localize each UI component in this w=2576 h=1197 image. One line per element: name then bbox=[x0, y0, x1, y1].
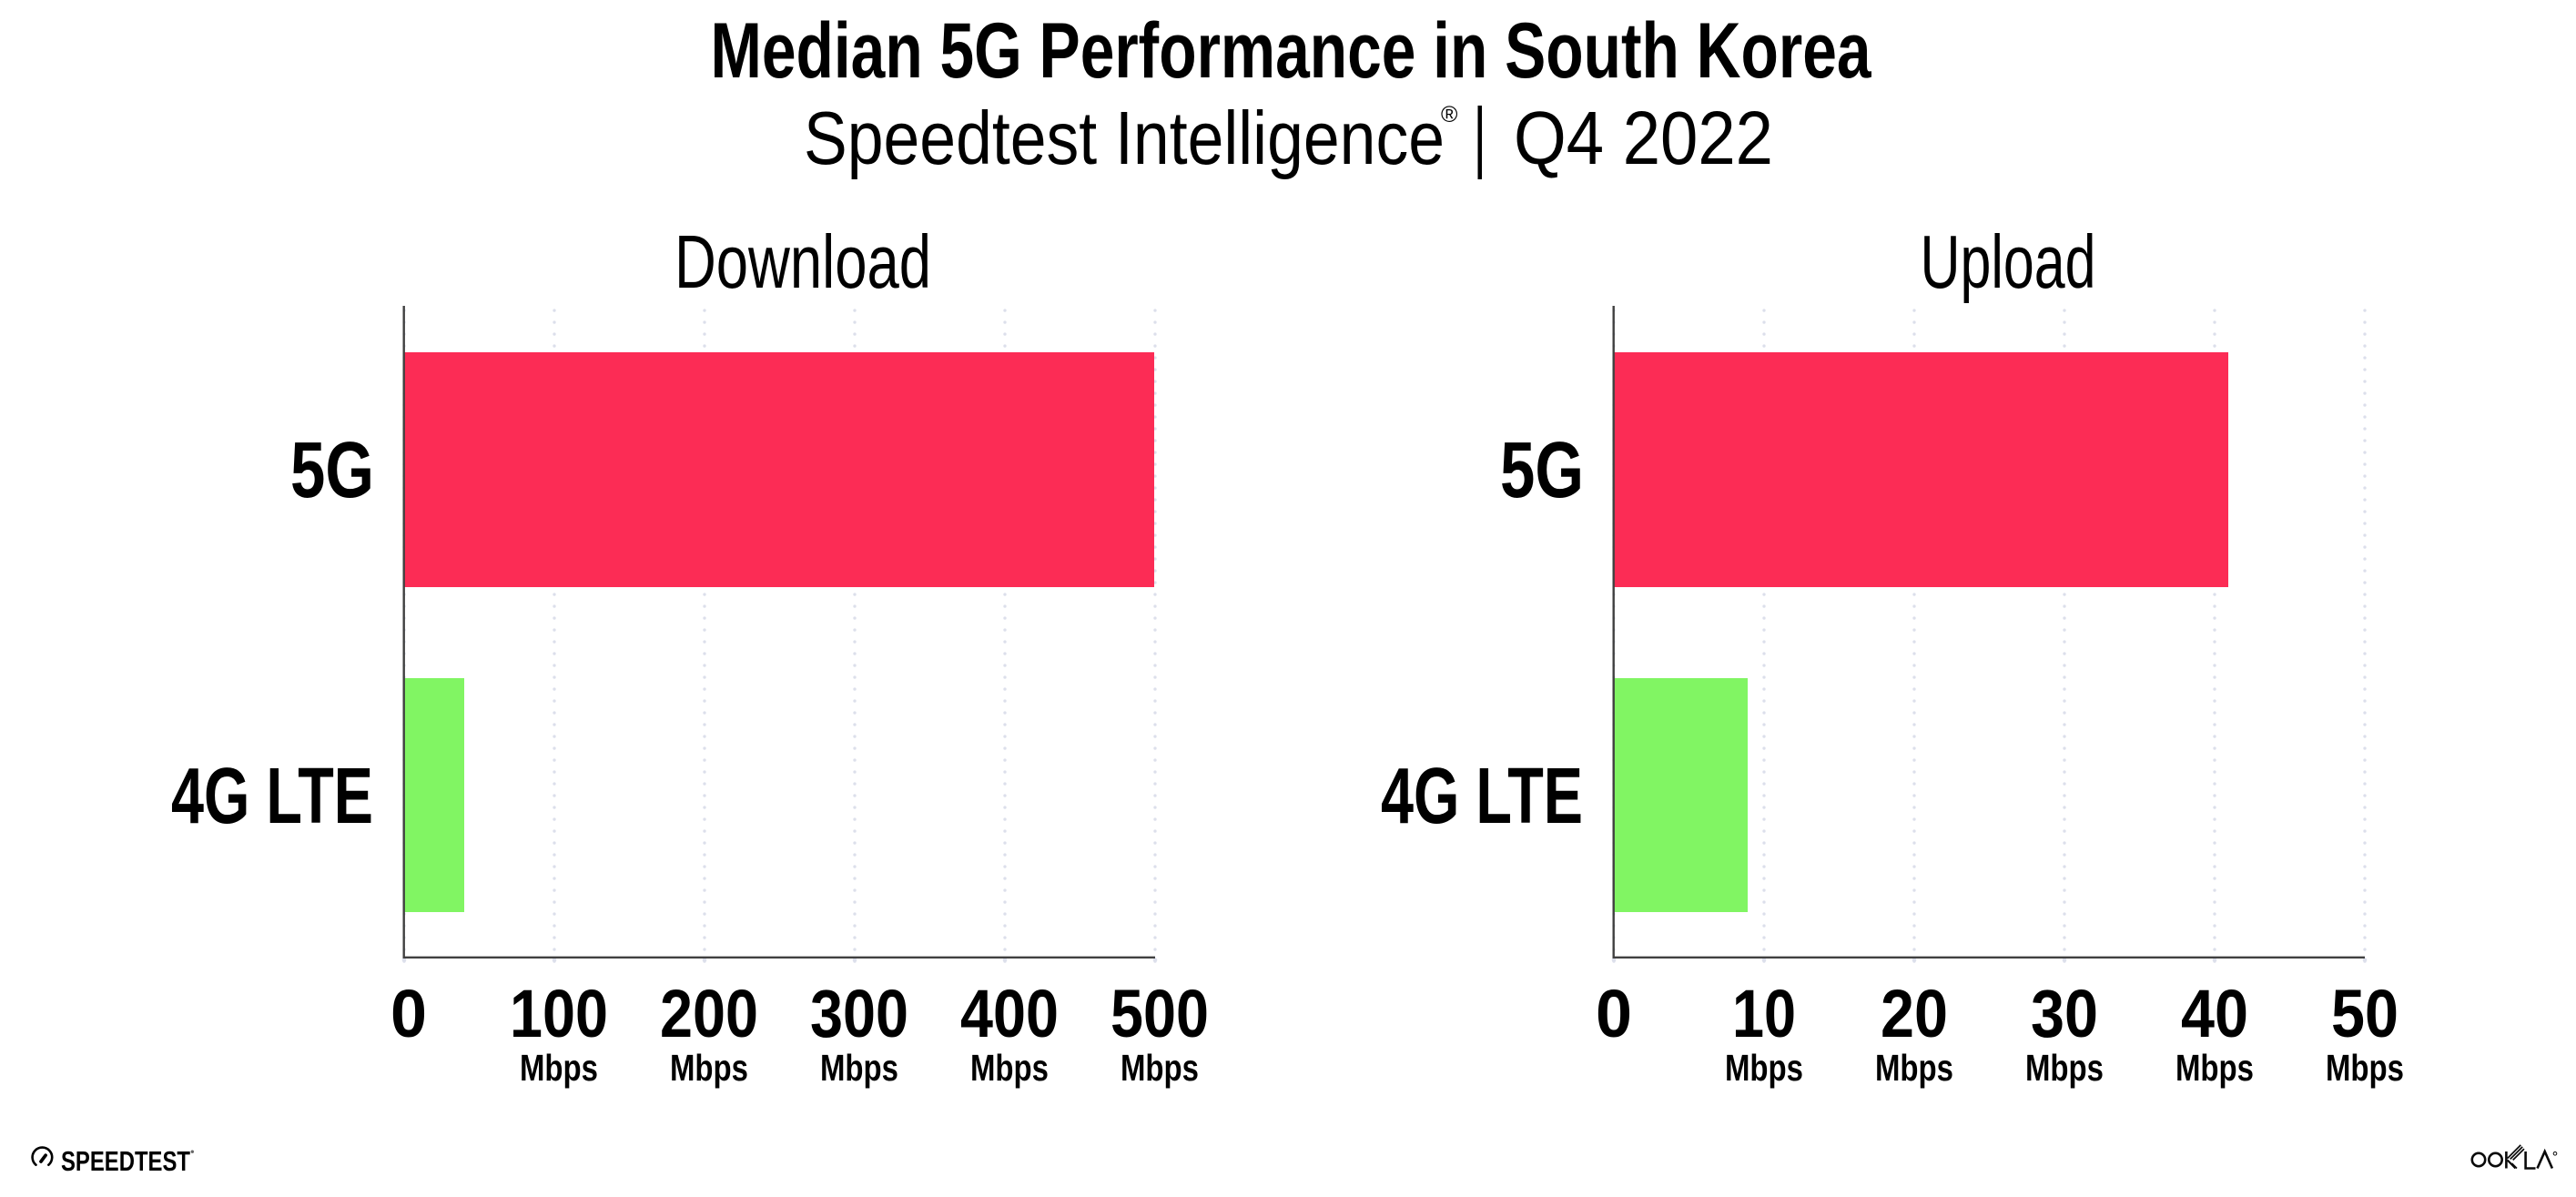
svg-text:Mbps: Mbps bbox=[970, 1047, 1049, 1089]
svg-text:40: 40 bbox=[2181, 976, 2248, 1051]
svg-text:50: 50 bbox=[2331, 976, 2399, 1051]
svg-text:4G LTE: 4G LTE bbox=[171, 752, 373, 840]
svg-text:Mbps: Mbps bbox=[670, 1047, 748, 1089]
svg-text:4G LTE: 4G LTE bbox=[1381, 752, 1583, 840]
svg-text:Mbps: Mbps bbox=[820, 1047, 898, 1089]
svg-text:Mbps: Mbps bbox=[2025, 1047, 2104, 1089]
svg-text:Mbps: Mbps bbox=[1725, 1047, 1803, 1089]
svg-text:200: 200 bbox=[660, 976, 758, 1051]
svg-text:0: 0 bbox=[390, 976, 427, 1051]
svg-text:100: 100 bbox=[510, 976, 608, 1051]
svg-text:5G: 5G bbox=[1500, 426, 1584, 514]
svg-text:0: 0 bbox=[1596, 976, 1632, 1051]
svg-text:Upload: Upload bbox=[1921, 219, 2096, 304]
svg-text:Speedtest Intelligence: Speedtest Intelligence bbox=[804, 96, 1445, 180]
svg-text:30: 30 bbox=[2031, 976, 2098, 1051]
svg-text:®: ® bbox=[1441, 102, 1458, 127]
svg-text:Download: Download bbox=[674, 219, 931, 304]
svg-text:10: 10 bbox=[1732, 976, 1796, 1051]
svg-text:400: 400 bbox=[960, 976, 1059, 1051]
svg-text:300: 300 bbox=[810, 976, 908, 1051]
svg-text:SPEEDTEST: SPEEDTEST bbox=[61, 1146, 190, 1177]
svg-text:Mbps: Mbps bbox=[1875, 1047, 1953, 1089]
svg-text:20: 20 bbox=[1881, 976, 1948, 1051]
svg-text:5G: 5G bbox=[290, 426, 374, 514]
svg-text:Mbps: Mbps bbox=[1121, 1047, 1199, 1089]
svg-text:Mbps: Mbps bbox=[2175, 1047, 2254, 1089]
svg-text:Mbps: Mbps bbox=[2326, 1047, 2404, 1089]
svg-text:500: 500 bbox=[1111, 976, 1209, 1051]
svg-text:Q4 2022: Q4 2022 bbox=[1514, 96, 1773, 180]
svg-text:Median 5G Performance in South: Median 5G Performance in South Korea bbox=[711, 7, 1872, 95]
svg-text:Mbps: Mbps bbox=[520, 1047, 598, 1089]
